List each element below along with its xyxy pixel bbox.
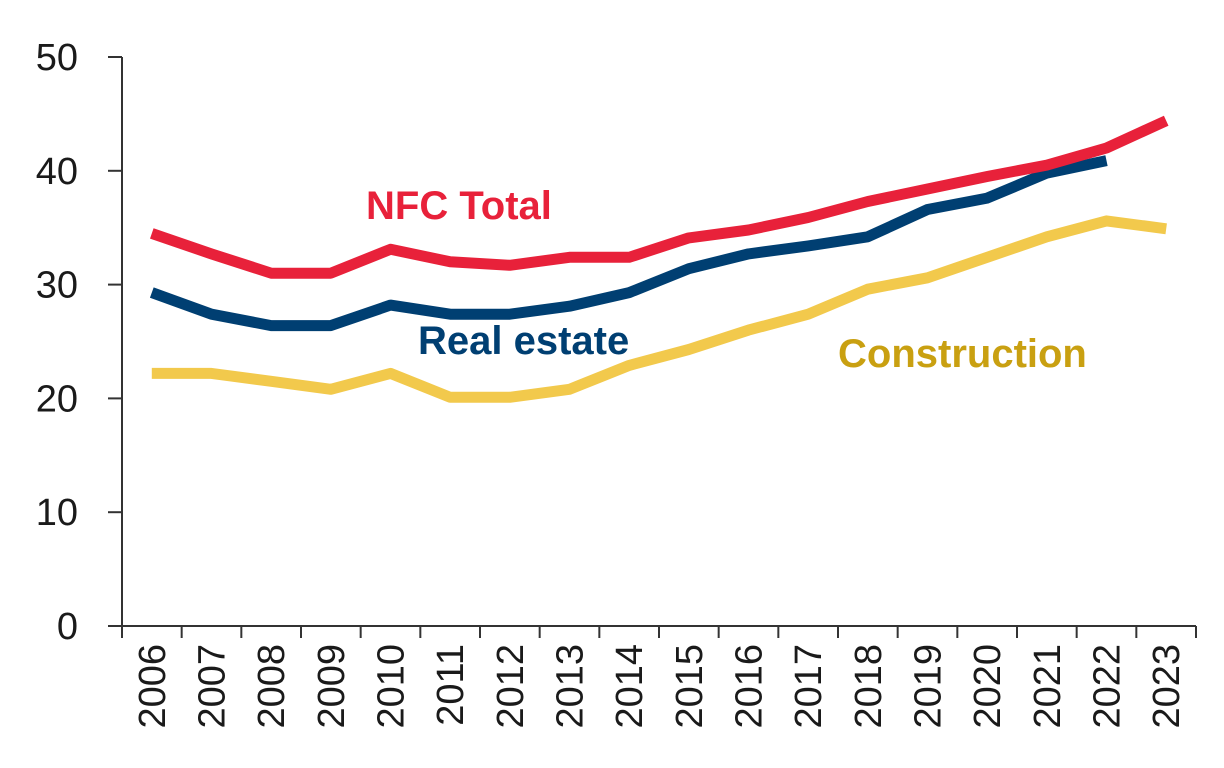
y-tick-label: 50 (36, 37, 78, 79)
x-tick-label: 2016 (729, 644, 771, 729)
x-tick-label: 2014 (609, 644, 651, 729)
x-tick-label: 2023 (1146, 644, 1188, 729)
y-tick-label: 0 (57, 606, 78, 648)
x-tick-label: 2021 (1027, 644, 1069, 729)
x-tick-label: 2010 (371, 644, 413, 729)
x-tick-label: 2011 (430, 644, 472, 726)
x-tick-label: 2022 (1087, 644, 1129, 729)
series-label-nfc-total: NFC Total (366, 184, 552, 228)
x-tick-label: 2018 (848, 644, 890, 729)
x-tick-label: 2008 (251, 644, 293, 729)
series-line-real-estate (149, 155, 1108, 332)
y-axis-ticks: 0 10 20 30 40 50 (36, 37, 122, 648)
x-tick-label: 2012 (490, 644, 532, 729)
x-tick-label: 2015 (669, 644, 711, 729)
y-tick-label: 30 (36, 265, 78, 307)
y-tick-label: 10 (36, 492, 78, 534)
y-tick-label: 20 (36, 378, 78, 420)
x-tick-label: 2007 (192, 644, 234, 729)
series-label-construction: Construction (838, 332, 1087, 376)
x-tick-label: 2020 (967, 644, 1009, 729)
x-tick-label: 2017 (788, 644, 830, 729)
series-line-construction (151, 215, 1167, 403)
x-tick-label: 2013 (550, 644, 592, 729)
x-axis-ticks: 2006 2007 2008 2009 2010 2011 2012 2013 2014 2015… (121, 626, 1197, 729)
series-label-real-estate: Real estate (418, 319, 629, 363)
x-tick-label: 2006 (132, 644, 174, 729)
y-tick-label: 40 (36, 151, 78, 193)
series-line-nfc-total (150, 115, 1169, 279)
x-tick-label: 2019 (908, 644, 950, 729)
x-tick-label: 2009 (311, 644, 353, 729)
series-lines (149, 115, 1169, 403)
